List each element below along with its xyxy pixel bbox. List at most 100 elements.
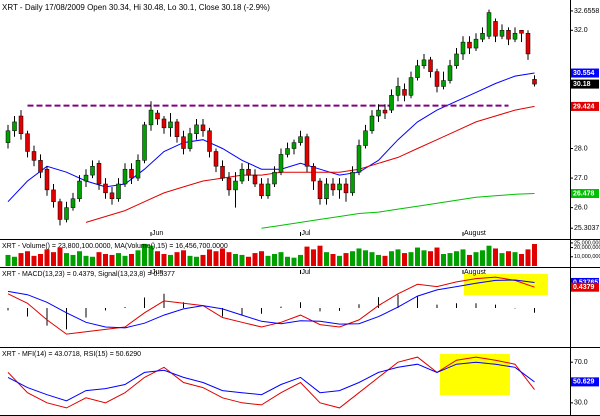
volume-bar	[343, 253, 349, 266]
volume-bar	[506, 251, 511, 266]
candle-body	[473, 38, 479, 49]
x-tick-label: Jul	[302, 269, 311, 276]
value-badge	[571, 189, 599, 199]
volume-bar	[395, 249, 401, 266]
candle-body	[64, 207, 69, 220]
volume-bar	[90, 256, 95, 266]
candle-body	[460, 41, 466, 55]
volume-bar	[44, 249, 50, 266]
candle-body	[512, 33, 518, 40]
volume-bar	[311, 249, 316, 266]
volume-bar	[168, 254, 173, 266]
candle-body	[480, 33, 485, 40]
candle-body	[441, 80, 446, 87]
volume-bar	[285, 256, 290, 266]
volume-bar	[64, 253, 69, 266]
volume-bar	[259, 251, 264, 266]
volume-bar	[480, 250, 485, 266]
candle-body	[174, 121, 180, 137]
candle-body	[278, 154, 284, 173]
volume-bar	[200, 254, 206, 266]
candle-body	[525, 33, 531, 55]
volume-bar	[473, 252, 479, 266]
volume-bar	[519, 254, 524, 266]
candle-body	[532, 79, 537, 85]
volume-bar	[428, 251, 433, 266]
volume-bar	[116, 253, 121, 266]
volume-bar	[493, 248, 498, 266]
y-tick-label: 27.0	[574, 175, 588, 182]
x-tick-label: August	[464, 230, 486, 237]
candle-body	[356, 145, 362, 173]
volume-bar	[525, 249, 531, 266]
y-tick-label: 25.3037	[574, 225, 599, 232]
candle-body	[395, 86, 401, 96]
value-badge-label: 30.554	[573, 70, 595, 77]
indicator-line	[7, 279, 535, 329]
value-badge-label: 26.478	[573, 190, 595, 197]
volume-bar	[369, 252, 375, 266]
volume-bar	[161, 254, 167, 266]
value-badge-label: 50.629	[573, 379, 595, 386]
candle-body	[31, 151, 37, 161]
y-tick-label: 25,000,000	[574, 240, 600, 246]
volume-bar	[363, 250, 368, 266]
candle-body	[343, 183, 349, 194]
candle-body	[285, 148, 290, 155]
volume-bar	[415, 247, 420, 266]
value-badge	[571, 79, 599, 89]
volume-bar	[291, 257, 297, 266]
volume-bar	[265, 255, 271, 266]
candle-body	[194, 124, 199, 134]
volume-bar	[70, 254, 76, 266]
y-tick-label: 32.6558	[574, 8, 599, 15]
candle-body	[77, 180, 82, 200]
candle-body	[226, 177, 232, 191]
volume-bar	[499, 253, 505, 266]
y-tick-label: 26.0	[574, 204, 588, 211]
candle-body	[142, 124, 147, 161]
y-tick-label: 70.0	[574, 359, 588, 366]
candle-body	[519, 30, 524, 34]
volume-bar	[187, 255, 193, 266]
volume-bar	[213, 251, 219, 266]
volume-bar	[272, 254, 277, 266]
volume-bar	[376, 254, 381, 266]
volume-bar	[142, 243, 147, 266]
candle-body	[38, 160, 43, 173]
volume-bar	[31, 255, 37, 266]
volume-bar	[207, 249, 212, 266]
candle-body	[187, 133, 193, 149]
candle-body	[148, 109, 154, 126]
y-tick-label: 10,000,000	[574, 254, 600, 260]
volume-bar	[512, 252, 518, 266]
volume-bar	[239, 254, 245, 266]
volume-bar	[486, 245, 492, 266]
candle-body	[382, 109, 388, 114]
volume-bar	[38, 254, 43, 266]
candle-body	[246, 168, 251, 176]
volume-bar	[233, 254, 238, 266]
candle-body	[252, 174, 258, 185]
candle-body	[337, 183, 342, 191]
panel-title: XRT - MACD(13,23) = 0.4379, Signal(13,23…	[2, 271, 175, 278]
volume-bar	[220, 248, 225, 266]
volume-bar	[298, 254, 303, 266]
candle-body	[207, 130, 212, 152]
candle-body	[90, 166, 95, 176]
candle-body	[324, 183, 329, 200]
candle-body	[499, 30, 505, 37]
volume-bar	[51, 252, 56, 266]
candle-body	[493, 21, 498, 37]
volume-bar	[408, 252, 414, 266]
candle-body	[57, 201, 63, 220]
candle-body	[369, 115, 375, 132]
candle-body	[103, 183, 108, 194]
volume-bar	[324, 252, 329, 266]
x-tick-label: Jun	[152, 230, 163, 237]
volume-bar	[389, 251, 394, 266]
volume-bar	[57, 247, 63, 266]
volume-bar	[454, 251, 459, 266]
panel-title: XRT - Daily 17/08/2009 Open 30.34, Hi 30…	[2, 3, 270, 12]
value-badge	[571, 282, 599, 292]
